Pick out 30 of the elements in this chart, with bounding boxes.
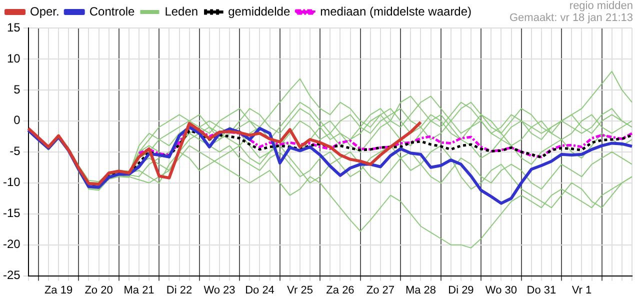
legend-label: gemiddelde bbox=[228, 4, 290, 18]
y-tick-label: -15 bbox=[3, 206, 21, 220]
x-tick-label: Do 24 bbox=[245, 284, 274, 296]
x-tick-label: Zo 20 bbox=[84, 284, 113, 296]
y-tick-label: 15 bbox=[6, 20, 21, 34]
y-tick-label: 0 bbox=[14, 113, 21, 128]
x-tick-label: Vr 1 bbox=[572, 284, 592, 296]
legend-label: mediaan (middelste waarde) bbox=[320, 4, 472, 18]
x-tick-label: Za 26 bbox=[326, 284, 354, 296]
text: Gemaakt: vr 18 jan 21:13 bbox=[509, 12, 633, 24]
y-tick-label: 10 bbox=[6, 51, 21, 66]
y-tick-label: -10 bbox=[3, 175, 21, 190]
y-tick-label: -20 bbox=[3, 237, 21, 252]
x-tick-label: Wo 23 bbox=[204, 284, 236, 296]
y-tick-label: -25 bbox=[3, 268, 21, 282]
x-tick-label: Di 22 bbox=[166, 284, 192, 296]
x-tick-label: Ma 21 bbox=[124, 284, 154, 296]
x-tick-label: Zo 27 bbox=[366, 284, 395, 296]
legend-label: Oper. bbox=[30, 4, 60, 18]
x-tick-label: Za 19 bbox=[44, 284, 73, 296]
y-tick-label: 5 bbox=[14, 82, 21, 96]
x-tick-label: Ma 28 bbox=[405, 284, 436, 296]
x-tick-label: Di 29 bbox=[448, 284, 474, 296]
x-tick-label: Wo 30 bbox=[485, 284, 518, 296]
text: regio midden bbox=[568, 0, 633, 12]
legend-label: Controle bbox=[89, 4, 136, 18]
x-tick-label: Vr 25 bbox=[287, 284, 313, 296]
x-tick-label: Do 31 bbox=[526, 284, 556, 296]
y-tick-label: -5 bbox=[10, 144, 21, 158]
legend-label: Leden bbox=[164, 4, 198, 18]
